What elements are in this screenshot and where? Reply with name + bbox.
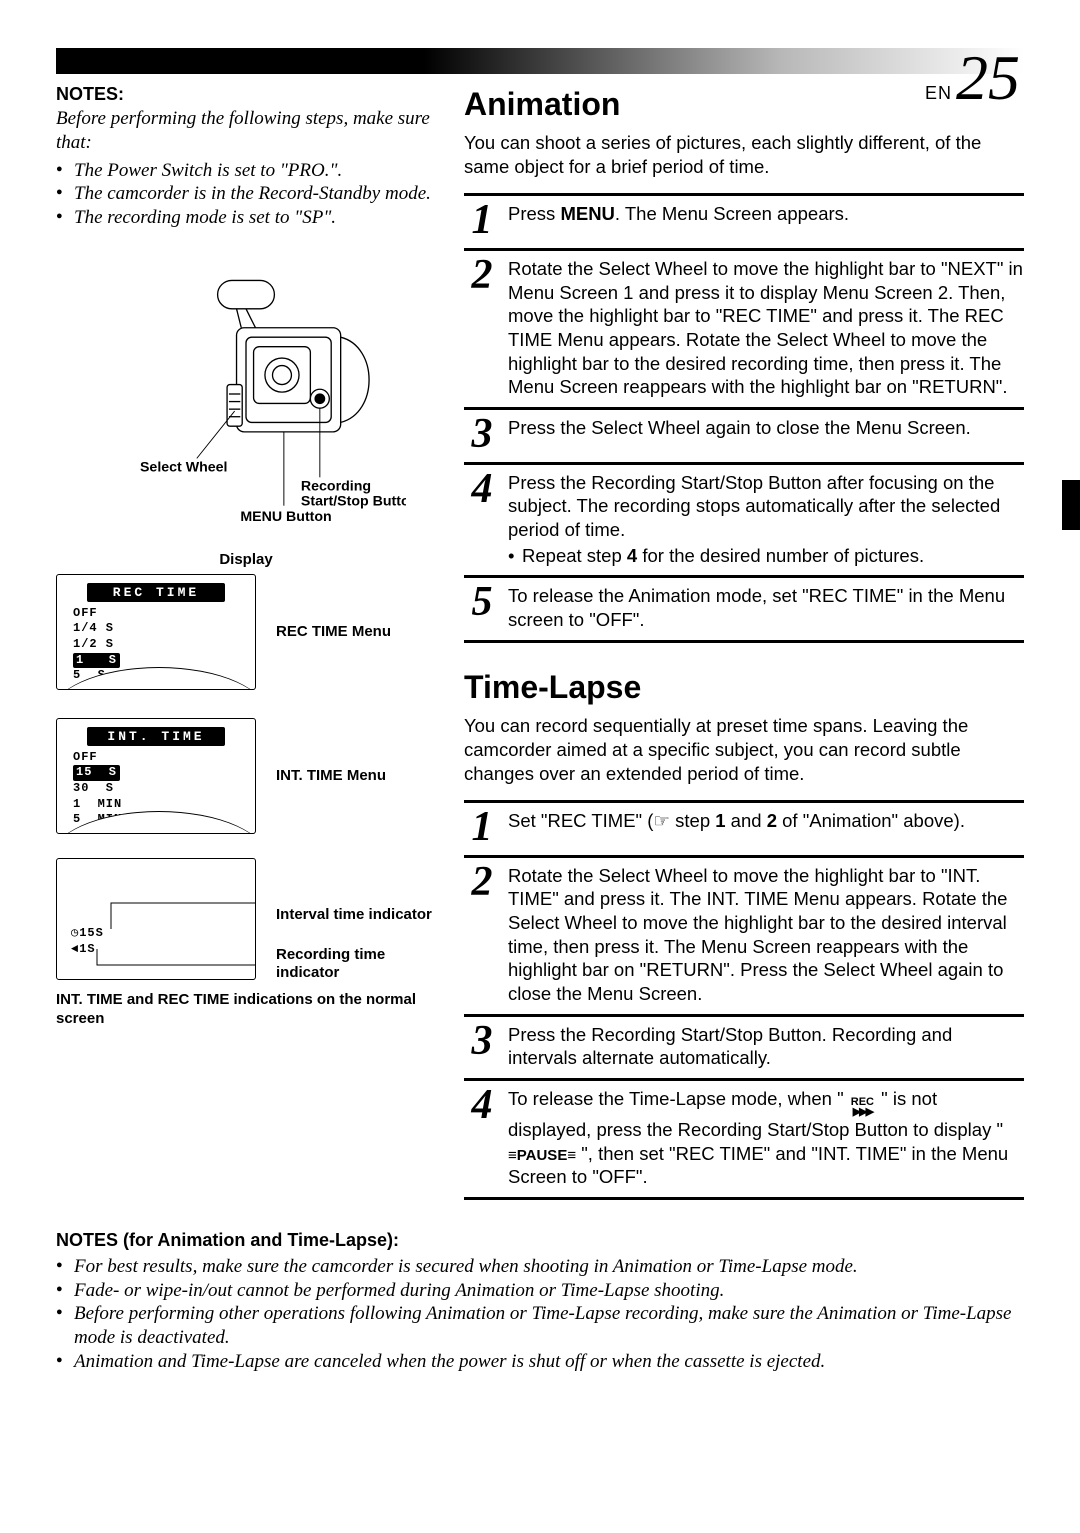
indicator-caption: INT. TIME and REC TIME indications on th… (56, 990, 436, 1029)
timelapse-steps: 1Set "REC TIME" (☞ step 1 and 2 of "Anim… (464, 800, 1024, 1200)
step-body: Press MENU. The Menu Screen appears. (508, 202, 1024, 240)
rectime-option: OFF (73, 606, 239, 622)
page-number: 25 (956, 46, 1020, 110)
bottom-notes-heading: NOTES (for Animation and Time-Lapse): (56, 1230, 1024, 1251)
inttime-option: OFF (73, 750, 239, 766)
timelapse-intro: You can record sequentially at preset ti… (464, 714, 1024, 786)
step: 1Press MENU. The Menu Screen appears. (464, 193, 1024, 248)
camcorder-illustration: Select Wheel Recording Start/Stop Button… (56, 252, 436, 541)
rec-button-label-1: Recording (301, 478, 371, 494)
bottom-notes-item: Fade- or wipe-in/out cannot be performed… (56, 1279, 1024, 1303)
select-wheel-label: Select Wheel (140, 459, 228, 475)
step-number: 2 (464, 257, 500, 399)
inttime-option: 30 S (73, 781, 239, 797)
en-label: EN (925, 83, 952, 104)
inttime-menu-box: INT. TIME OFF 15 S 30 S 1 MIN 5 MIN (56, 718, 256, 834)
display-heading: Display (56, 551, 436, 568)
step: 5To release the Animation mode, set "REC… (464, 575, 1024, 642)
notes-list: The Power Switch is set to "PRO.". The c… (56, 159, 436, 230)
timelapse-title: Time-Lapse (464, 669, 1024, 706)
edge-tab (1062, 480, 1080, 530)
inttime-option: 1 MIN (73, 797, 239, 813)
step-body: Press the Recording Start/Stop Button af… (508, 471, 1024, 568)
step-number: 4 (464, 471, 500, 568)
step: 4Press the Recording Start/Stop Button a… (464, 462, 1024, 576)
indicator-screen: ◷15S ◄1S (56, 858, 256, 980)
step: 2Rotate the Select Wheel to move the hig… (464, 248, 1024, 407)
header-bar (56, 48, 1024, 74)
animation-intro: You can shoot a series of pictures, each… (464, 131, 1024, 179)
step-number: 3 (464, 1023, 500, 1070)
menu-button-label: MENU Button (240, 509, 331, 525)
notes-heading: NOTES: (56, 84, 436, 105)
rectime-menu-box: REC TIME OFF 1/4 S 1/2 S 1 S 5 S (56, 574, 256, 690)
step: 4To release the Time-Lapse mode, when " … (464, 1078, 1024, 1200)
inttime-option-hl: 15 S (73, 765, 120, 781)
step-body: To release the Animation mode, set "REC … (508, 584, 1024, 631)
recording-time-label: Recording time indicator (276, 946, 436, 982)
bottom-notes-item: Before performing other operations follo… (56, 1302, 1024, 1350)
rectime-option: 1/4 S (73, 621, 239, 637)
step-body: Rotate the Select Wheel to move the high… (508, 257, 1024, 399)
step: 3Press the Select Wheel again to close t… (464, 407, 1024, 462)
notes-item: The Power Switch is set to "PRO.". (56, 159, 436, 183)
step: 3Press the Recording Start/Stop Button. … (464, 1014, 1024, 1078)
notes-intro: Before performing the following steps, m… (56, 107, 436, 155)
step-number: 3 (464, 416, 500, 454)
step: 1Set "REC TIME" (☞ step 1 and 2 of "Anim… (464, 800, 1024, 855)
inttime-menu-title: INT. TIME (87, 727, 225, 746)
rectime-side-label: REC TIME Menu (276, 623, 391, 640)
page-number-wrap: EN 25 (925, 46, 1020, 110)
interval-time-label: Interval time indicator (276, 906, 436, 924)
animation-steps: 1Press MENU. The Menu Screen appears.2Ro… (464, 193, 1024, 643)
notes-item: The camcorder is in the Record-Standby m… (56, 182, 436, 206)
step-body: Rotate the Select Wheel to move the high… (508, 864, 1024, 1006)
step-body: To release the Time-Lapse mode, when " R… (508, 1087, 1024, 1189)
step-bullet: Repeat step 4 for the desired number of … (508, 544, 1024, 568)
step-body: Press the Recording Start/Stop Button. R… (508, 1023, 1024, 1070)
rectime-option: 1/2 S (73, 637, 239, 653)
step-body: Set "REC TIME" (☞ step 1 and 2 of "Anima… (508, 809, 1024, 847)
inttime-side-label: INT. TIME Menu (276, 767, 386, 784)
bottom-notes-list: For best results, make sure the camcorde… (56, 1255, 1024, 1374)
step-number: 1 (464, 202, 500, 240)
step: 2Rotate the Select Wheel to move the hig… (464, 855, 1024, 1014)
bottom-notes-item: Animation and Time-Lapse are canceled wh… (56, 1350, 1024, 1374)
bottom-notes-item: For best results, make sure the camcorde… (56, 1255, 1024, 1279)
step-number: 2 (464, 864, 500, 1006)
rec-button-label-2: Start/Stop Button (301, 493, 406, 509)
rectime-menu-title: REC TIME (87, 583, 225, 602)
step-number: 1 (464, 809, 500, 847)
step-number: 5 (464, 584, 500, 631)
step-body: Press the Select Wheel again to close th… (508, 416, 1024, 454)
step-number: 4 (464, 1087, 500, 1189)
notes-item: The recording mode is set to "SP". (56, 206, 436, 230)
rectime-option-hl: 1 S (73, 653, 120, 669)
